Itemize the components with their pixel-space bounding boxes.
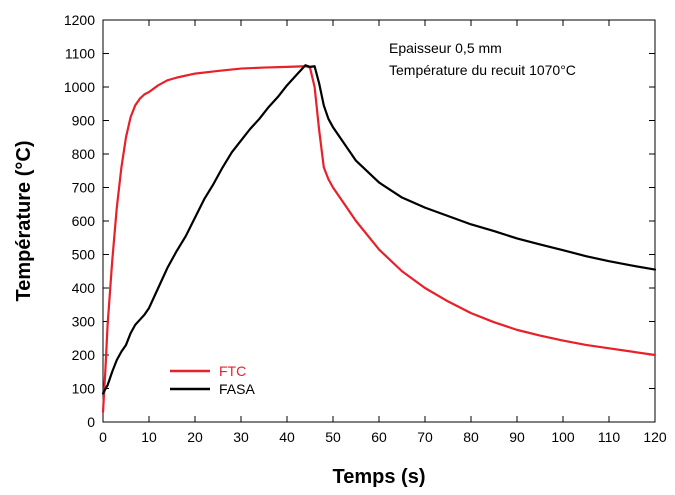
x-tick-label: 90: [509, 429, 525, 445]
x-tick-label: 110: [598, 429, 621, 445]
y-tick-label: 1200: [64, 12, 95, 28]
y-tick-label: 600: [72, 213, 96, 229]
y-tick-label: 200: [72, 347, 96, 363]
y-tick-label: 900: [72, 113, 96, 129]
annotation-annealing-temp: Température du recuit 1070°C: [389, 62, 576, 78]
x-tick-label: 120: [643, 429, 667, 445]
y-tick-label: 1000: [64, 79, 95, 95]
legend-label-fasa: FASA: [219, 381, 255, 397]
x-tick-label: 50: [325, 429, 341, 445]
x-tick-label: 30: [233, 429, 249, 445]
series-line-fasa: [101, 64, 657, 395]
x-tick-label: 40: [279, 429, 295, 445]
legend: FTC FASA: [170, 363, 255, 397]
annotation-thickness: Epaisseur 0,5 mm: [389, 40, 502, 56]
x-tick-label: 60: [371, 429, 387, 445]
legend-label-ftc: FTC: [219, 363, 246, 379]
x-tick-label: 70: [417, 429, 433, 445]
series-layer: [101, 64, 657, 414]
x-tick-label: 80: [463, 429, 479, 445]
x-tick-label: 20: [187, 429, 203, 445]
x-tick-label: 100: [551, 429, 575, 445]
x-axis-title: Temps (s): [333, 466, 426, 488]
y-tick-label: 100: [72, 381, 96, 397]
y-tick-label: 0: [87, 414, 95, 430]
x-tick-label: 0: [99, 429, 107, 445]
y-tick-label: 700: [72, 180, 96, 196]
x-tick-label: 10: [141, 429, 157, 445]
y-axis-title: Température (°C): [13, 141, 35, 302]
y-tick-label: 400: [72, 280, 96, 296]
plot-frame: [102, 19, 656, 423]
y-tick-label: 500: [72, 247, 96, 263]
y-tick-label: 800: [72, 146, 96, 162]
series-line-ftc: [101, 65, 657, 414]
y-tick-label: 300: [72, 314, 96, 330]
y-tick-label: 1100: [65, 46, 95, 62]
tick-marks: [102, 19, 656, 423]
tick-labels: 0 10 20 30 40 50 60 70 80 90 100 110 120010020030040…: [64, 12, 667, 445]
